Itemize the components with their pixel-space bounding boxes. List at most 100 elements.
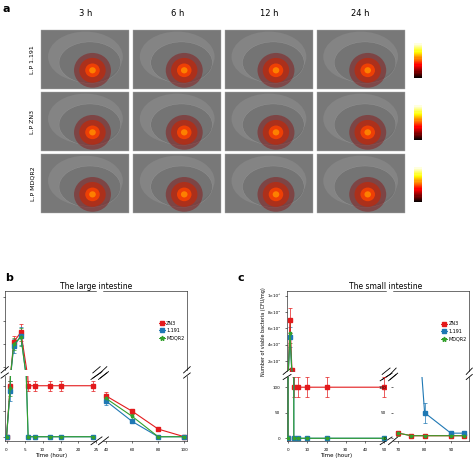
Bar [413,63,422,64]
Bar [413,194,422,195]
Ellipse shape [323,94,398,144]
Bar [413,49,422,50]
Bar [413,111,422,112]
Bar [413,128,422,130]
Bar [413,77,422,78]
Bar [41,30,129,89]
Ellipse shape [89,129,96,136]
Ellipse shape [365,67,371,73]
Bar [413,130,422,131]
Ellipse shape [181,67,188,73]
Ellipse shape [334,166,396,208]
Ellipse shape [140,94,215,144]
Bar [413,76,422,77]
Bar [413,123,422,124]
Bar [41,154,129,213]
Ellipse shape [59,42,121,83]
Ellipse shape [177,126,191,139]
Text: 6 h: 6 h [171,9,184,18]
Ellipse shape [151,42,212,83]
Ellipse shape [177,188,191,201]
Bar [317,154,405,213]
Bar [413,199,422,200]
Ellipse shape [243,42,304,83]
Bar [413,57,422,59]
Ellipse shape [89,191,96,198]
Bar [413,188,422,190]
Ellipse shape [171,120,198,145]
Bar [413,61,422,62]
Ellipse shape [269,188,283,201]
Ellipse shape [355,58,381,83]
Bar [133,30,221,89]
Ellipse shape [85,64,100,77]
Ellipse shape [166,53,203,88]
Bar [317,30,405,89]
Ellipse shape [323,32,398,82]
Ellipse shape [334,104,396,146]
Bar [413,186,422,187]
Ellipse shape [257,177,294,212]
Ellipse shape [355,120,381,145]
Ellipse shape [269,64,283,77]
Ellipse shape [349,115,386,150]
Bar [413,200,422,201]
Bar [413,68,422,69]
Bar [413,136,422,137]
Bar [413,113,422,115]
Bar [225,92,313,151]
Bar [413,125,422,127]
Text: 3 h: 3 h [79,9,92,18]
Ellipse shape [74,53,111,88]
Ellipse shape [349,53,386,88]
Bar [413,170,422,171]
Bar [413,108,422,109]
Bar [413,120,422,122]
Bar [413,128,422,129]
Bar [413,172,422,173]
Bar [413,201,422,202]
Ellipse shape [263,182,289,207]
Ellipse shape [273,67,279,73]
Ellipse shape [273,129,279,136]
Ellipse shape [263,58,289,83]
Bar [413,105,422,107]
Ellipse shape [48,94,123,144]
Bar [413,110,422,111]
Bar [413,195,422,197]
Text: L.P MDQR2: L.P MDQR2 [30,167,35,201]
Ellipse shape [85,188,100,201]
Bar [413,64,422,65]
Bar [41,92,129,151]
Ellipse shape [177,64,191,77]
Bar [413,109,422,110]
Ellipse shape [59,166,121,208]
Bar [413,190,422,191]
Ellipse shape [263,120,289,145]
Bar [413,122,422,123]
Bar [413,107,422,108]
Bar [413,174,422,176]
Ellipse shape [360,64,375,77]
Ellipse shape [231,32,306,82]
Text: c: c [237,273,244,283]
Bar [413,51,422,53]
Ellipse shape [151,104,212,146]
Ellipse shape [181,191,188,198]
Bar [413,58,422,60]
Ellipse shape [140,32,215,82]
Bar [413,69,422,70]
Title: The small intestine: The small intestine [349,282,423,291]
Bar [413,131,422,132]
Ellipse shape [85,126,100,139]
Bar [413,185,422,186]
Bar [225,154,313,213]
Ellipse shape [365,129,371,136]
Bar [413,192,422,193]
Ellipse shape [74,115,111,150]
Ellipse shape [323,155,398,206]
Text: b: b [5,273,13,283]
Ellipse shape [48,32,123,82]
Bar [317,92,405,151]
Bar [413,55,422,56]
